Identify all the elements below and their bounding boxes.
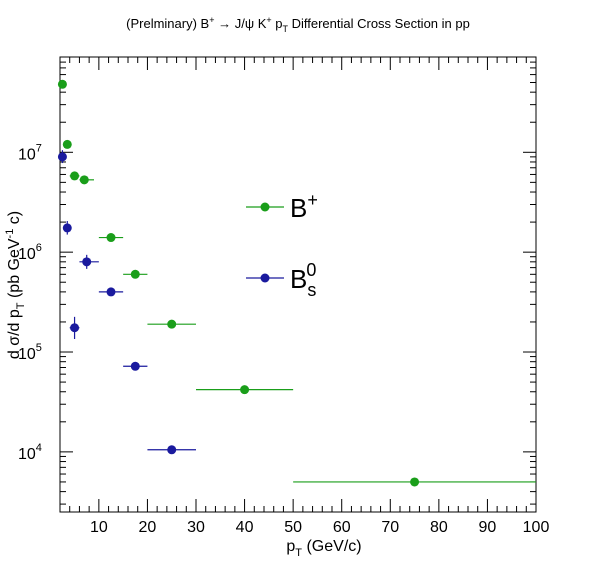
- data-point: [57, 152, 67, 162]
- data-point: [62, 223, 72, 233]
- legend-label: B+: [290, 190, 318, 223]
- chart-title: (Prelminary) B+ → J/ψ K+ pT Differential…: [126, 15, 470, 34]
- data-point: [167, 319, 177, 329]
- data-point: [167, 445, 177, 455]
- x-tick-label: 40: [236, 519, 254, 536]
- series-0: [57, 79, 536, 487]
- plot-frame: [59, 56, 537, 513]
- data-point: [130, 361, 140, 371]
- data-point: [240, 385, 250, 395]
- legend-label: Bs0: [290, 260, 316, 300]
- data-point: [62, 139, 72, 149]
- x-tick-label: 90: [479, 519, 497, 536]
- x-tick-label: 100: [523, 519, 550, 536]
- data-point: [57, 79, 67, 89]
- data-point: [106, 287, 116, 297]
- x-tick-label: 10: [90, 519, 108, 536]
- x-tick-label: 60: [333, 519, 351, 536]
- x-tick-label: 20: [139, 519, 157, 536]
- x-tick-label: 50: [284, 519, 302, 536]
- y-tick-label: 104: [18, 442, 42, 463]
- x-tick-label: 30: [187, 519, 205, 536]
- legend: B+ Bs0: [246, 190, 318, 300]
- x-tick-label: 80: [430, 519, 448, 536]
- data-point: [410, 477, 420, 487]
- legend-marker: [260, 202, 270, 212]
- y-tick-label: 106: [18, 242, 42, 263]
- data-point: [82, 257, 92, 267]
- y-tick-label: 107: [18, 142, 42, 163]
- y-tick-label: 105: [18, 342, 42, 363]
- series-1: [57, 150, 196, 455]
- data-layer: [57, 79, 536, 487]
- data-point: [70, 171, 80, 181]
- y-axis-label: d σ/d pT (pb GeV-1 c): [4, 211, 27, 359]
- data-point: [70, 323, 80, 333]
- data-point: [106, 233, 116, 243]
- x-tick-label: 70: [381, 519, 399, 536]
- data-point: [130, 269, 140, 279]
- data-point: [79, 175, 89, 185]
- ticks-layer: 10 20 30 40 50 60 70 80 90 100 104 105 106 107: [18, 56, 550, 536]
- legend-marker: [260, 273, 270, 283]
- x-axis-label: pT (GeV/c): [286, 538, 361, 559]
